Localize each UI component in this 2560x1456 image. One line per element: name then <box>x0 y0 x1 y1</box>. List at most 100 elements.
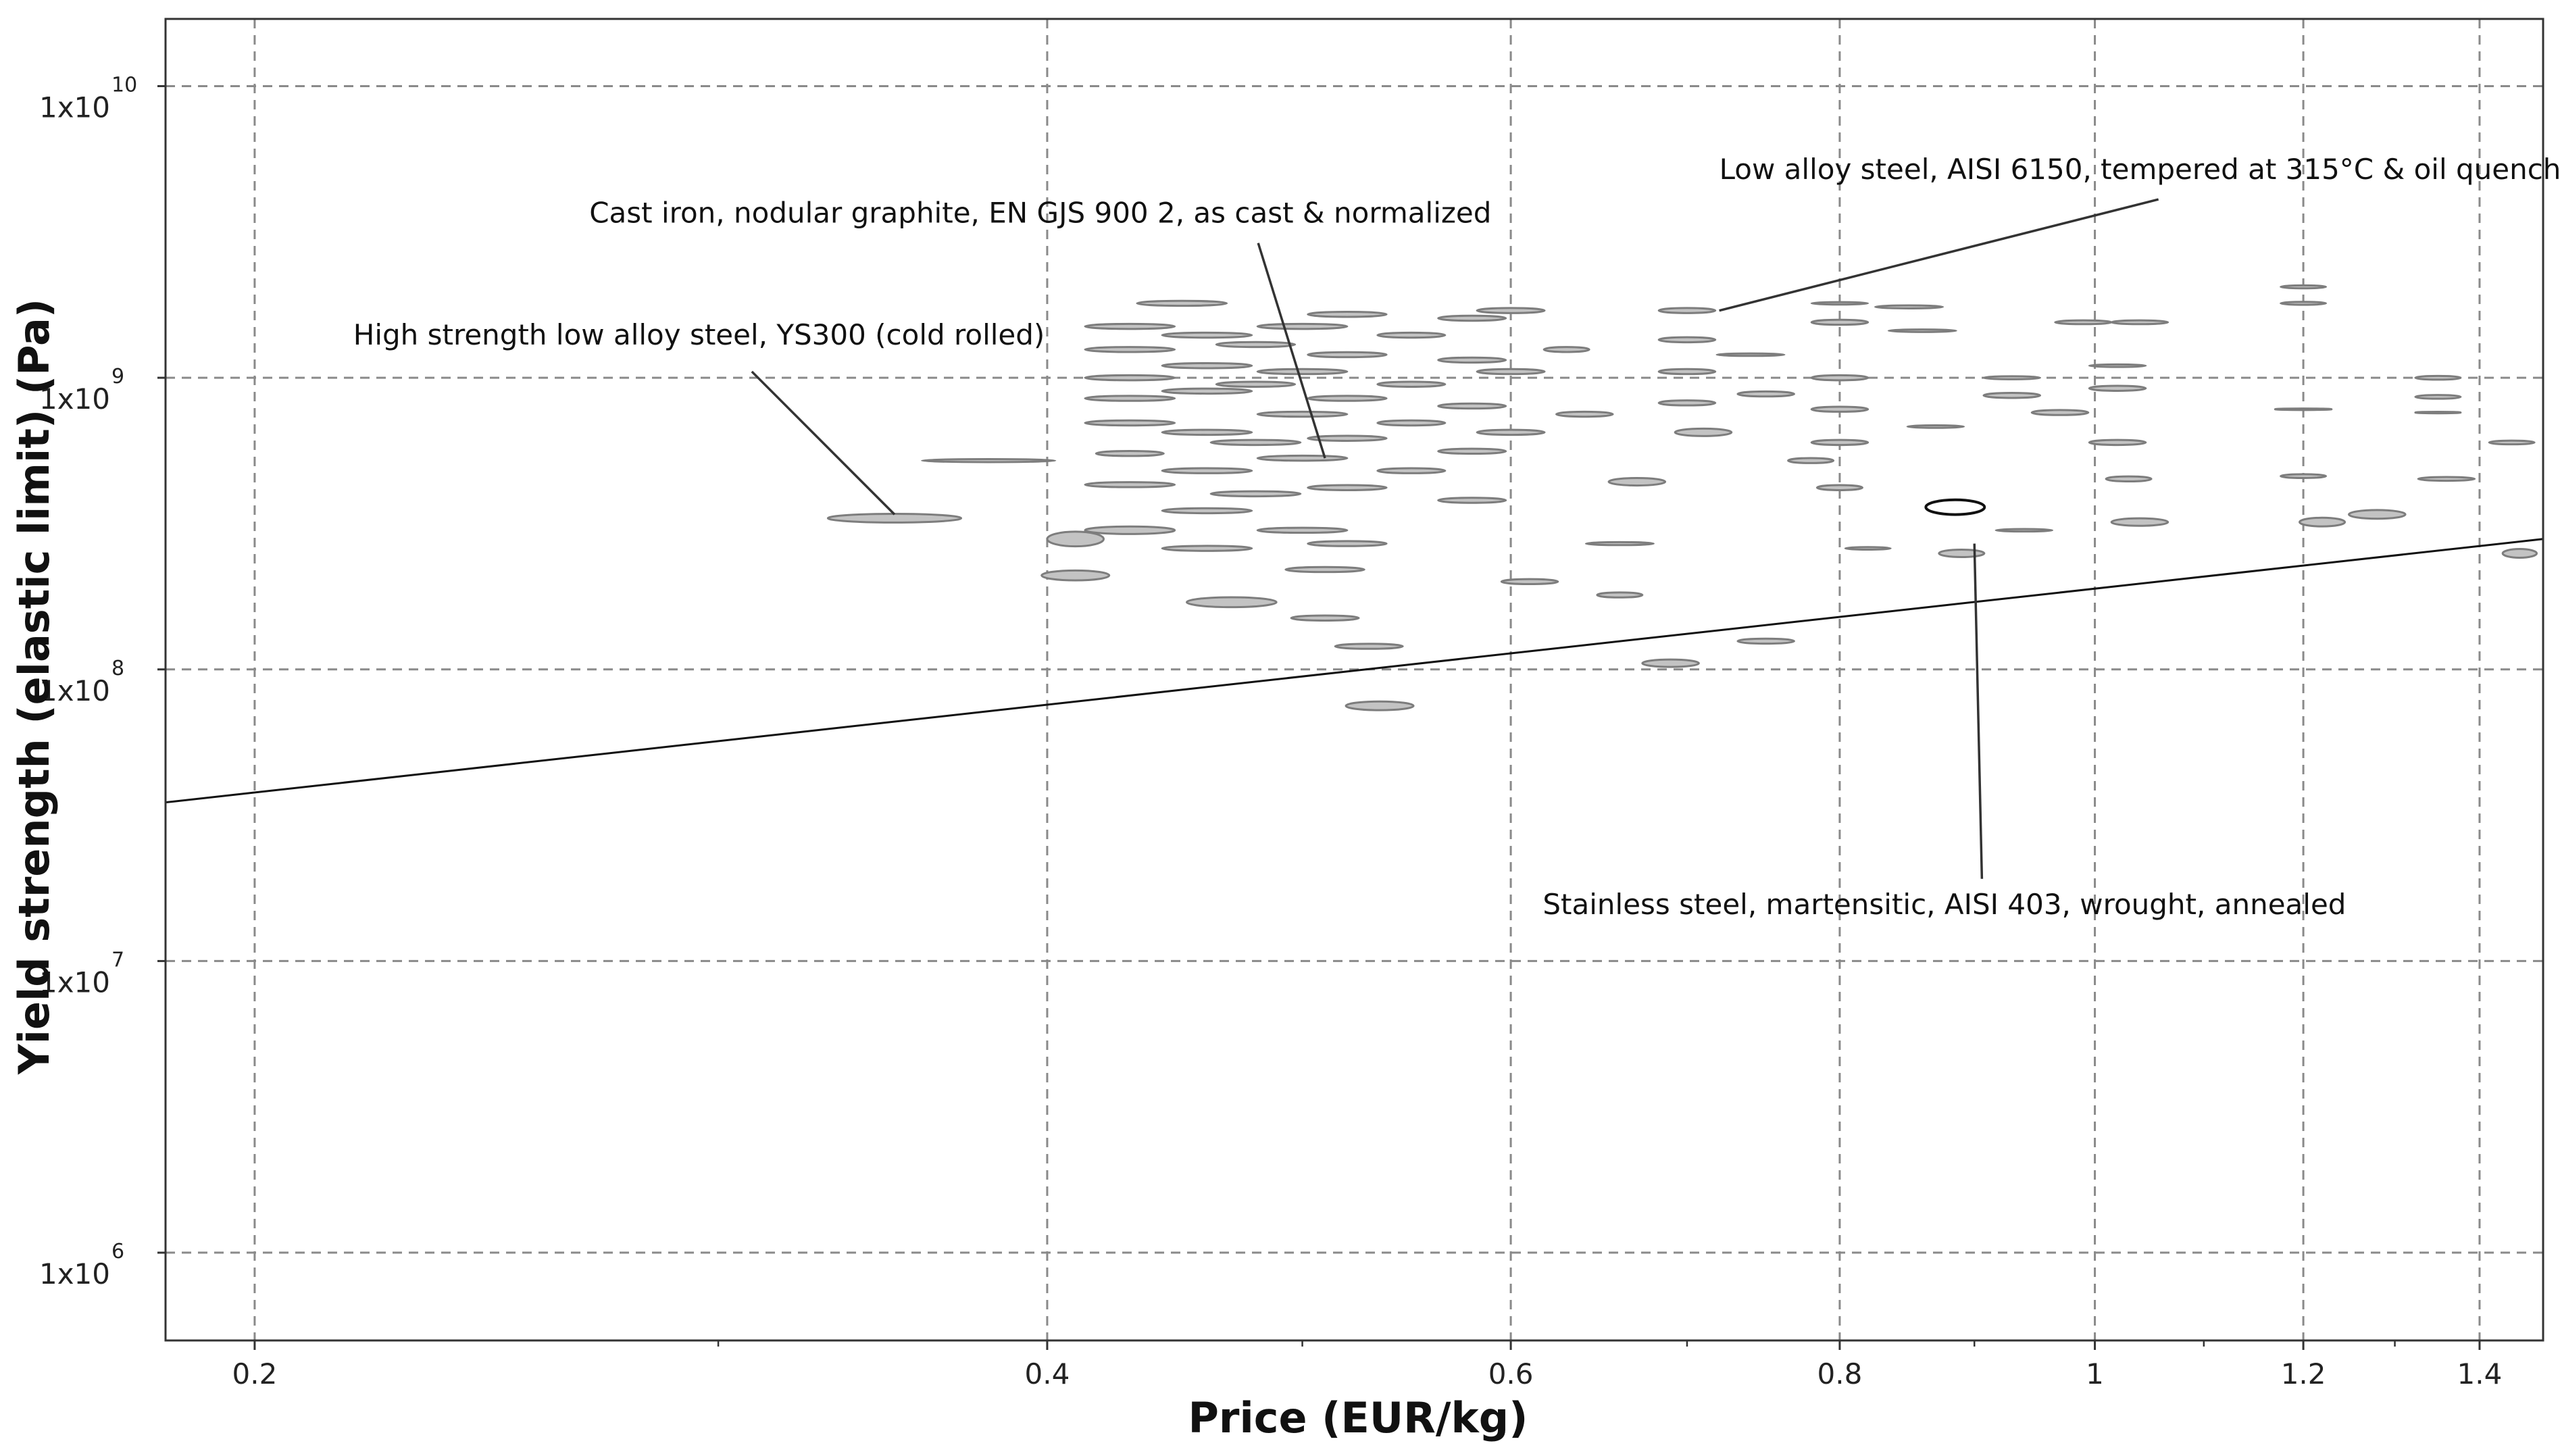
material-bubble[interactable] <box>1084 525 1176 535</box>
material-bubble[interactable] <box>1256 410 1349 418</box>
material-bubble[interactable] <box>1555 410 1614 418</box>
highlighted-material-bubble[interactable] <box>1924 498 1986 516</box>
material-bubble[interactable] <box>1657 399 1717 407</box>
material-bubble[interactable] <box>1674 427 1733 437</box>
material-bubble[interactable] <box>1256 368 1349 376</box>
material-bubble[interactable] <box>2088 438 2147 447</box>
material-bubble[interactable] <box>1307 395 1388 402</box>
material-bubble[interactable] <box>1736 390 1796 398</box>
material-bubble[interactable] <box>2054 319 2113 326</box>
material-bubble[interactable] <box>1307 484 1388 491</box>
material-bubble[interactable] <box>1307 434 1388 442</box>
material-bubble[interactable] <box>1874 304 1944 309</box>
material-bubble[interactable] <box>1161 507 1253 515</box>
material-bubble[interactable] <box>1376 331 1447 339</box>
material-bubble[interactable] <box>1810 318 1869 326</box>
material-bubble[interactable] <box>1256 454 1349 462</box>
material-bubble[interactable] <box>1476 307 1546 314</box>
material-bubble[interactable] <box>2280 473 2328 479</box>
material-bubble[interactable] <box>1040 569 1111 582</box>
material-bubble[interactable] <box>1542 346 1590 353</box>
material-bubble[interactable] <box>2501 548 2538 559</box>
material-bubble[interactable] <box>2414 410 2462 415</box>
material-bubble[interactable] <box>1736 637 1796 645</box>
material-bubble[interactable] <box>1215 341 1297 349</box>
material-bubble[interactable] <box>1185 596 1278 609</box>
material-bubble[interactable] <box>1334 643 1404 650</box>
material-bubble[interactable] <box>1209 438 1302 447</box>
material-bubble[interactable] <box>1284 566 1365 574</box>
material-bubble[interactable] <box>1046 530 1105 548</box>
material-bubble[interactable] <box>2414 374 2462 381</box>
material-bubble[interactable] <box>1084 346 1176 353</box>
material-bubble[interactable] <box>1657 368 1717 376</box>
material-bubble[interactable] <box>1982 375 2042 380</box>
material-bubble[interactable] <box>1307 311 1388 318</box>
material-bubble[interactable] <box>2088 384 2147 392</box>
material-bubble[interactable] <box>1161 467 1253 474</box>
material-bubble[interactable] <box>1657 336 1717 344</box>
material-bubble[interactable] <box>1787 457 1835 464</box>
material-bubble[interactable] <box>921 457 1057 463</box>
material-bubble[interactable] <box>1476 368 1546 376</box>
material-bubble[interactable] <box>2030 409 2090 416</box>
material-bubble[interactable] <box>1307 540 1388 547</box>
material-bubble[interactable] <box>1982 392 2042 399</box>
material-bubble[interactable] <box>2348 509 2407 520</box>
material-bubble[interactable] <box>1500 578 1559 586</box>
material-bubble[interactable] <box>1161 428 1253 436</box>
material-bubble[interactable] <box>2110 517 2169 527</box>
material-bubble[interactable] <box>1437 402 1507 410</box>
material-bubble[interactable] <box>1810 438 1869 447</box>
material-bubble[interactable] <box>1136 299 1228 307</box>
material-bubble[interactable] <box>1437 356 1507 364</box>
material-bubble[interactable] <box>1476 428 1546 436</box>
material-bubble[interactable] <box>2417 476 2476 482</box>
material-bubble[interactable] <box>1084 395 1176 402</box>
material-bubble[interactable] <box>2274 407 2333 411</box>
material-bubble[interactable] <box>1095 449 1165 457</box>
material-bubble[interactable] <box>1815 484 1863 491</box>
material-bubble[interactable] <box>1810 374 1869 382</box>
material-bubble[interactable] <box>1161 362 1253 370</box>
material-bubble[interactable] <box>1161 331 1253 339</box>
material-bubble[interactable] <box>1256 526 1349 534</box>
material-bubble[interactable] <box>1215 380 1297 388</box>
material-bubble[interactable] <box>2299 516 2346 528</box>
material-bubble[interactable] <box>1084 322 1176 330</box>
material-bubble[interactable] <box>1307 351 1388 359</box>
material-bubble[interactable] <box>1084 374 1176 382</box>
material-bubble[interactable] <box>1596 591 1644 599</box>
material-bubble[interactable] <box>1810 301 1869 306</box>
material-bubble[interactable] <box>1887 328 1957 333</box>
material-bubble[interactable] <box>826 513 963 524</box>
material-bubble[interactable] <box>1345 700 1415 711</box>
material-bubble[interactable] <box>1209 490 1302 498</box>
material-bubble[interactable] <box>1084 481 1176 488</box>
material-bubble[interactable] <box>1994 528 2054 533</box>
material-bubble[interactable] <box>1715 352 1786 357</box>
material-bubble[interactable] <box>2414 394 2462 400</box>
material-bubble[interactable] <box>1906 424 1965 429</box>
material-bubble[interactable] <box>2088 363 2147 368</box>
material-bubble[interactable] <box>1290 614 1360 622</box>
material-bubble[interactable] <box>1376 467 1447 474</box>
material-bubble[interactable] <box>1161 545 1253 552</box>
material-bubble[interactable] <box>1584 541 1655 547</box>
material-bubble[interactable] <box>1657 307 1717 314</box>
material-bubble[interactable] <box>2280 284 2328 290</box>
material-bubble[interactable] <box>1844 546 1892 551</box>
material-bubble[interactable] <box>1810 405 1869 413</box>
material-bubble[interactable] <box>1376 380 1447 388</box>
material-bubble[interactable] <box>1607 476 1667 487</box>
material-bubble[interactable] <box>1437 447 1507 455</box>
material-bubble[interactable] <box>2105 475 2153 483</box>
material-bubble[interactable] <box>1641 658 1700 668</box>
material-bubble[interactable] <box>1437 497 1507 504</box>
material-bubble[interactable] <box>2110 319 2169 326</box>
material-bubble[interactable] <box>1437 314 1507 322</box>
material-bubble[interactable] <box>2488 439 2536 446</box>
material-bubble[interactable] <box>1256 322 1349 330</box>
material-bubble[interactable] <box>1938 548 1986 559</box>
material-bubble[interactable] <box>2280 301 2328 306</box>
